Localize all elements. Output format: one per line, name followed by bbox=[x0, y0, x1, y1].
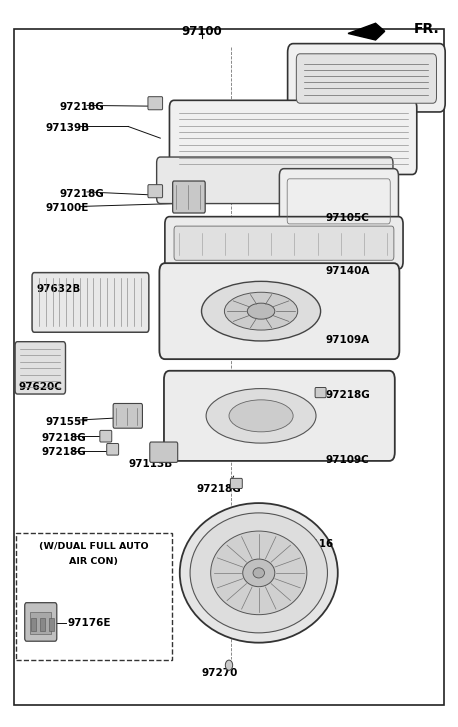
Text: 97113B: 97113B bbox=[128, 459, 173, 469]
Text: 97620C: 97620C bbox=[18, 382, 62, 392]
Text: 97218G: 97218G bbox=[60, 102, 104, 112]
FancyBboxPatch shape bbox=[159, 263, 399, 359]
FancyBboxPatch shape bbox=[32, 273, 149, 332]
Text: 97140A: 97140A bbox=[325, 266, 370, 276]
FancyBboxPatch shape bbox=[157, 157, 393, 204]
FancyBboxPatch shape bbox=[148, 185, 163, 198]
FancyBboxPatch shape bbox=[230, 478, 242, 489]
Bar bbox=[49, 618, 54, 631]
Text: 97100E: 97100E bbox=[46, 203, 89, 213]
FancyBboxPatch shape bbox=[25, 603, 57, 641]
FancyBboxPatch shape bbox=[148, 97, 163, 110]
Bar bbox=[40, 618, 44, 631]
Text: 97109C: 97109C bbox=[325, 455, 369, 465]
Text: 97218G: 97218G bbox=[41, 447, 86, 457]
Bar bbox=[16, 533, 172, 660]
FancyBboxPatch shape bbox=[288, 44, 445, 112]
Polygon shape bbox=[348, 23, 385, 40]
FancyBboxPatch shape bbox=[279, 169, 398, 233]
Ellipse shape bbox=[202, 281, 321, 341]
Ellipse shape bbox=[247, 303, 275, 319]
Bar bbox=[31, 618, 36, 631]
Text: 97176E: 97176E bbox=[68, 618, 111, 628]
FancyBboxPatch shape bbox=[165, 217, 403, 269]
Ellipse shape bbox=[206, 388, 316, 443]
Ellipse shape bbox=[229, 400, 293, 432]
FancyBboxPatch shape bbox=[150, 442, 178, 462]
FancyBboxPatch shape bbox=[296, 54, 436, 103]
Ellipse shape bbox=[190, 513, 327, 632]
Text: 97218G: 97218G bbox=[197, 483, 242, 494]
FancyBboxPatch shape bbox=[315, 387, 326, 398]
Ellipse shape bbox=[211, 531, 307, 615]
Text: 97270: 97270 bbox=[202, 668, 238, 678]
Text: 97139B: 97139B bbox=[46, 123, 90, 133]
Text: 97218G: 97218G bbox=[325, 390, 370, 401]
FancyBboxPatch shape bbox=[107, 443, 119, 455]
Text: 97218G: 97218G bbox=[41, 433, 86, 443]
Ellipse shape bbox=[224, 292, 298, 330]
FancyBboxPatch shape bbox=[100, 430, 112, 442]
Text: 97127F: 97127F bbox=[302, 56, 346, 66]
Text: 97109A: 97109A bbox=[325, 334, 369, 345]
Ellipse shape bbox=[243, 559, 275, 587]
FancyBboxPatch shape bbox=[164, 371, 395, 461]
Text: 97632B: 97632B bbox=[37, 284, 81, 294]
Text: 97105C: 97105C bbox=[325, 213, 369, 223]
Ellipse shape bbox=[180, 503, 338, 643]
FancyBboxPatch shape bbox=[169, 100, 417, 174]
FancyBboxPatch shape bbox=[174, 226, 394, 260]
FancyBboxPatch shape bbox=[15, 342, 65, 394]
Text: 97155F: 97155F bbox=[46, 417, 89, 427]
FancyBboxPatch shape bbox=[30, 612, 51, 634]
Text: 97116: 97116 bbox=[298, 539, 334, 549]
Text: 97100: 97100 bbox=[181, 25, 222, 39]
FancyBboxPatch shape bbox=[173, 181, 205, 213]
Text: (W/DUAL FULL AUTO: (W/DUAL FULL AUTO bbox=[39, 542, 149, 551]
Text: AIR CON): AIR CON) bbox=[70, 557, 118, 566]
FancyBboxPatch shape bbox=[113, 403, 142, 428]
Text: 97218G: 97218G bbox=[60, 189, 104, 199]
Ellipse shape bbox=[225, 660, 233, 670]
Ellipse shape bbox=[253, 568, 265, 578]
Text: FR.: FR. bbox=[414, 22, 440, 36]
